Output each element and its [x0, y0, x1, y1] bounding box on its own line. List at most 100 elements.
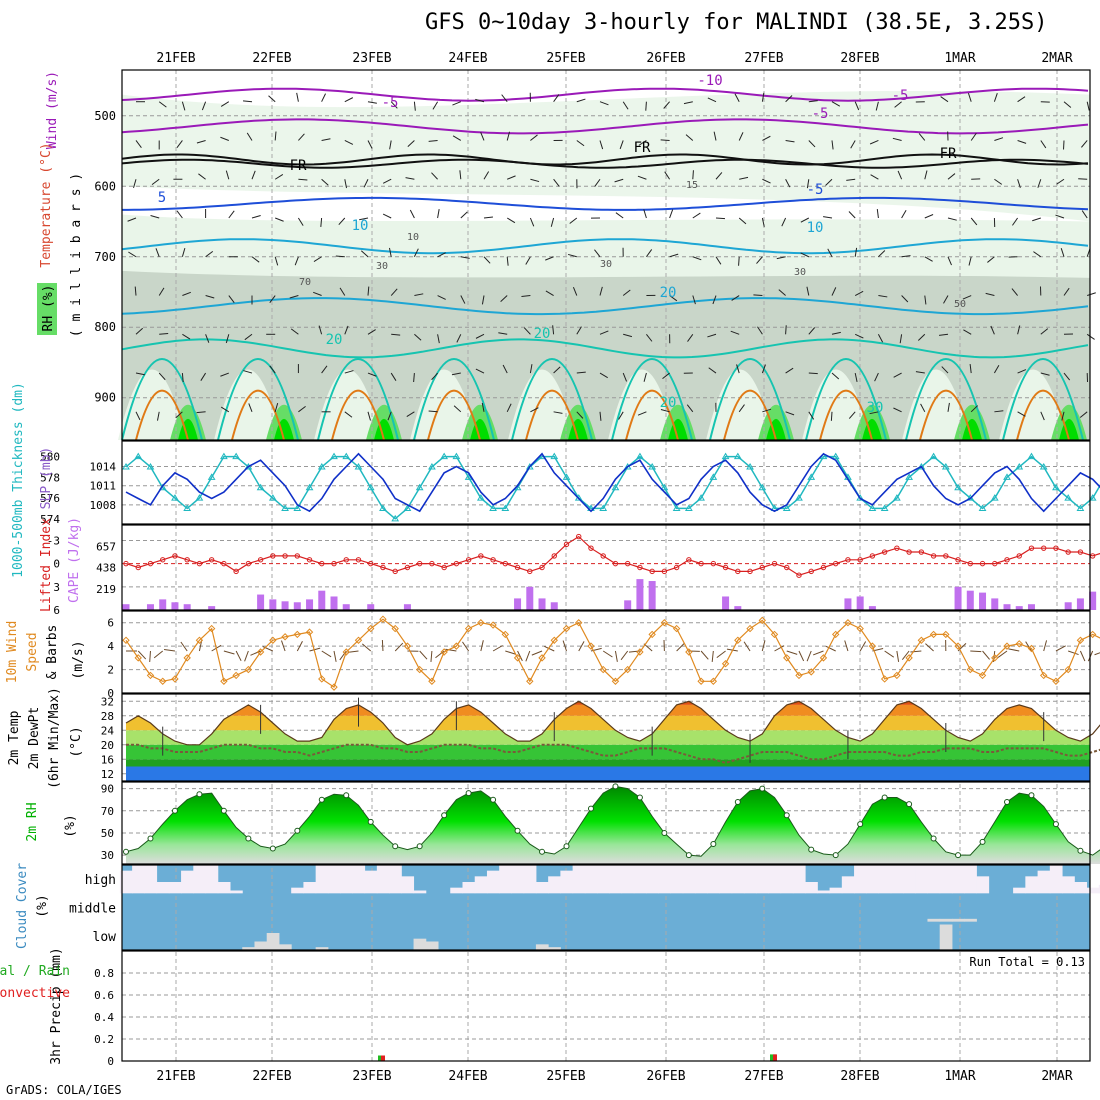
wind-speed-marker — [220, 677, 228, 685]
cape-bar — [1089, 591, 1097, 610]
wind-barb — [552, 325, 555, 335]
wind-barb — [1079, 411, 1088, 418]
rh-marker — [857, 821, 864, 828]
wind-barb — [924, 256, 933, 262]
rh-marker — [123, 848, 129, 855]
wind-barb — [251, 170, 256, 180]
wind-barb — [854, 333, 864, 339]
thickness-marker — [391, 514, 400, 522]
rh2m-title: 2m RH — [25, 802, 40, 841]
wind-barb — [893, 407, 902, 413]
li-marker — [196, 560, 203, 567]
wind-barb — [344, 325, 349, 335]
thickness-marker — [782, 504, 791, 511]
li-marker — [796, 572, 802, 578]
wind-speed-marker — [868, 642, 877, 650]
surface-wind-barb — [1068, 650, 1079, 656]
cloud-unit: (%) — [35, 894, 50, 917]
thickness-marker — [171, 494, 179, 501]
thickness-line — [125, 455, 1100, 520]
contour-label: 20 — [660, 395, 677, 411]
rh-marker — [196, 791, 203, 798]
wind-barb — [599, 330, 609, 335]
temp-tick-label: 20 — [101, 739, 114, 752]
wind-barb — [321, 365, 328, 374]
date-label-bottom: 28FEB — [840, 1069, 879, 1084]
wind-speed-marker — [966, 665, 974, 674]
wind-barb — [318, 325, 323, 335]
temperature-contour — [121, 297, 1089, 316]
li-marker — [343, 557, 349, 563]
thickness-tick-label: 578 — [40, 471, 60, 484]
wind-barb — [127, 217, 137, 222]
wind-barb — [1017, 140, 1027, 144]
surface-wind-barb — [339, 650, 347, 661]
wind-speed-marker — [562, 624, 571, 633]
wind-barb — [785, 367, 794, 374]
wind-barb — [437, 252, 446, 258]
wind-speed-marker — [660, 619, 669, 627]
wind-barb — [878, 295, 888, 298]
thickness-marker — [684, 504, 693, 511]
temperature-contour-25 — [919, 389, 973, 441]
thickness-marker — [232, 452, 241, 460]
surface-wind-barb — [910, 650, 922, 653]
wind-barb — [359, 217, 369, 221]
wind-barb — [806, 286, 810, 296]
li-marker — [845, 557, 851, 563]
cape-tick-label: 219 — [96, 583, 116, 596]
wind-barb — [830, 411, 833, 421]
wind-barb — [389, 140, 392, 150]
li-marker — [930, 553, 937, 559]
wind-barb — [205, 250, 214, 258]
cloud-high-gap — [1074, 882, 1088, 894]
cloud-high-gap — [817, 890, 831, 894]
li-marker — [1028, 545, 1035, 551]
cape-bar — [293, 602, 301, 610]
surface-wind-barb — [798, 650, 805, 662]
cape-bar — [342, 604, 350, 610]
wind-barb — [251, 256, 260, 263]
wind-barb — [761, 217, 765, 227]
wind-barb — [687, 333, 694, 342]
wind-barb — [459, 170, 462, 180]
wind-barb — [344, 179, 348, 189]
cloud-high-gap — [854, 865, 867, 894]
thickness-tick-label: 576 — [40, 492, 60, 505]
date-label-bottom: 27FEB — [744, 1069, 783, 1084]
cape-bar — [367, 604, 375, 610]
cloud-high-gap — [1013, 887, 1026, 894]
wind-barb — [622, 372, 628, 382]
thickness-marker — [146, 462, 155, 470]
thickness-marker — [195, 494, 204, 501]
wind-speed-marker — [954, 642, 962, 650]
temperature-contour-25 — [819, 389, 873, 441]
wind-barb — [692, 170, 694, 180]
li-marker — [123, 560, 129, 567]
temperature-contour-20 — [217, 357, 299, 441]
wind-speed-line — [125, 618, 1100, 689]
wind-speed-marker — [195, 636, 204, 644]
wind-barb — [481, 295, 485, 305]
wind-barb — [947, 402, 950, 412]
wind-speed-marker — [917, 636, 926, 644]
li-marker — [282, 553, 288, 559]
cape-bar — [1076, 598, 1084, 610]
temperature-band — [126, 766, 1090, 781]
wind-barb — [550, 217, 555, 227]
cloud-high-gap — [707, 865, 720, 894]
li-marker — [979, 560, 986, 567]
cape-bar — [1064, 602, 1072, 610]
wind-barb — [244, 333, 253, 341]
cape-bar — [257, 594, 265, 610]
li-marker — [1077, 549, 1084, 555]
date-label-top: 23FEB — [352, 51, 391, 66]
wind-barb — [785, 411, 795, 416]
cloud-high-gap — [352, 865, 366, 894]
wind-speed-marker — [318, 675, 326, 683]
surface-wind-barb — [419, 650, 428, 660]
wind-barb — [664, 171, 671, 180]
wind-barb — [321, 138, 331, 141]
wind-barb — [947, 173, 956, 180]
wind-barb — [712, 295, 717, 305]
